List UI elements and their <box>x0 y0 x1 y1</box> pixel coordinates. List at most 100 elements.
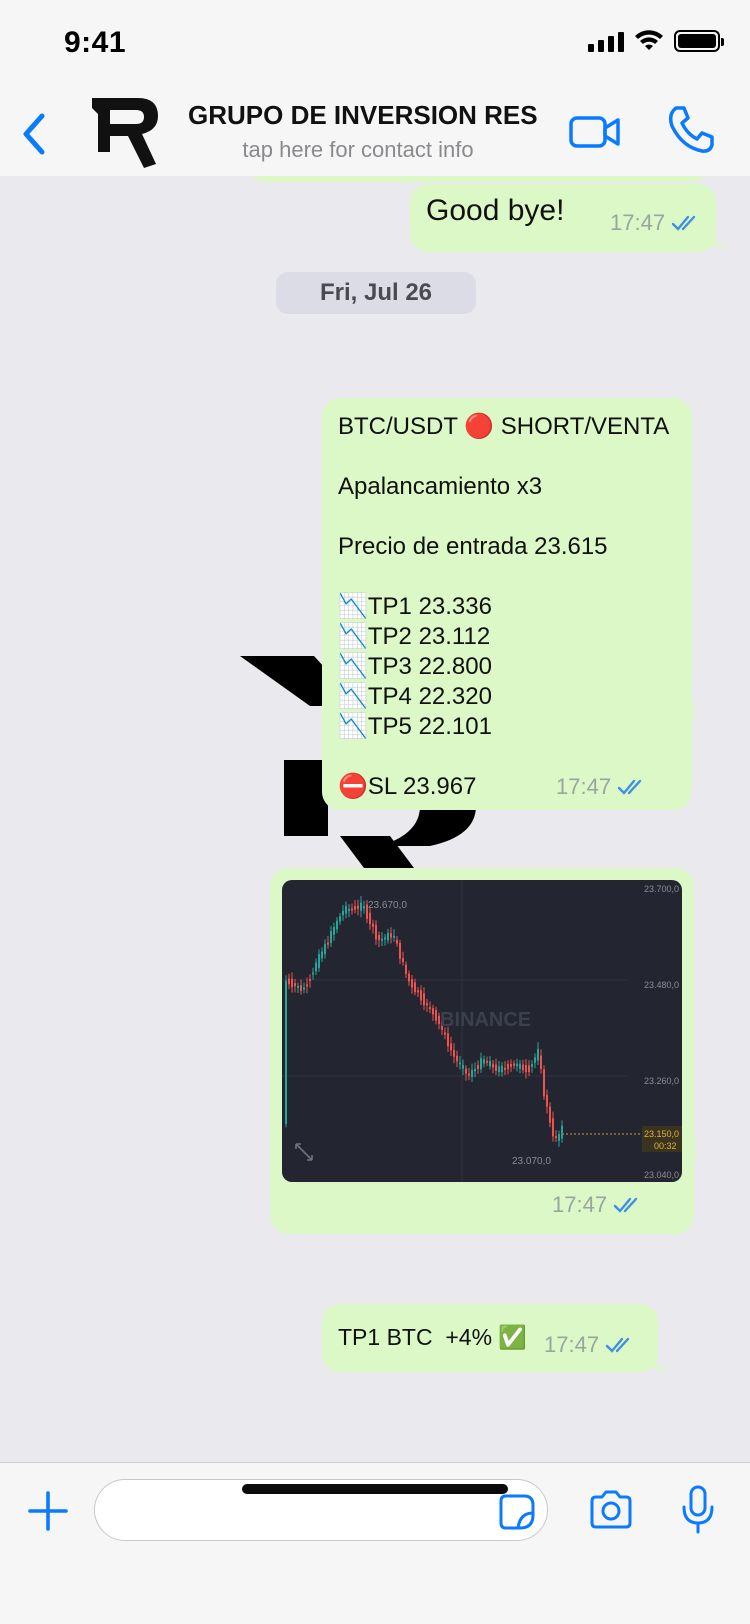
candlestick-chart: BINANCE 23.670,0 23.070,0 23.700,0 23.48… <box>282 880 682 1182</box>
candle-body <box>411 979 413 988</box>
candle-body <box>447 1033 449 1047</box>
message-bubble-goodbye[interactable]: Good bye! 17:47 <box>410 184 728 252</box>
candle-body <box>396 939 398 944</box>
message-text: TP1 BTC +4% ✅ <box>338 1324 528 1350</box>
chart-high-label: 23.670,0 <box>368 900 407 911</box>
read-receipt-icon <box>605 1337 630 1353</box>
back-chevron-icon <box>23 113 45 155</box>
read-receipt-icon <box>617 779 642 795</box>
bubble-tail <box>682 1108 696 1168</box>
chart-watermark: BINANCE <box>440 1009 531 1031</box>
message-bubble-tp1[interactable]: TP1 BTC +4% ✅ 17:47 <box>322 1304 670 1372</box>
signal-line <box>338 502 669 532</box>
candle-body <box>369 912 371 925</box>
candle-body <box>321 951 323 959</box>
camera-icon[interactable] <box>588 1489 634 1531</box>
candle-body <box>453 1050 455 1057</box>
group-avatar[interactable] <box>88 94 166 172</box>
candle-body <box>420 990 422 1001</box>
signal-line: 📉TP1 23.336 <box>338 593 492 620</box>
plus-icon[interactable] <box>26 1489 70 1533</box>
candle-body <box>357 905 359 909</box>
candle-body <box>543 1069 545 1097</box>
candle-body <box>438 1015 440 1024</box>
candle-body <box>426 1003 428 1006</box>
candle-body <box>285 980 287 1124</box>
candle-body <box>375 924 377 940</box>
candle-body <box>504 1067 506 1070</box>
candle-body <box>408 973 410 982</box>
message-timestamp: 17:47 <box>552 1192 643 1218</box>
candle-body <box>528 1065 530 1072</box>
chart-low-label: 23.070,0 <box>512 1156 551 1167</box>
signal-line: 📉TP3 22.800 <box>338 653 492 680</box>
candle-body <box>456 1055 458 1062</box>
candle-body <box>330 930 332 944</box>
candle-body <box>513 1063 515 1066</box>
read-receipt-icon <box>671 215 696 231</box>
chat-messages[interactable]: Good bye! 17:47 Fri, Jul 26 BTC/USDT 🔴 S… <box>0 176 750 1462</box>
trade-signal-text: BTC/USDT 🔴 SHORT/VENTA Apalancamiento x3… <box>338 412 669 802</box>
video-call-icon[interactable] <box>568 106 622 156</box>
candle-body <box>465 1068 467 1074</box>
candle-body <box>363 906 365 909</box>
candle-body <box>525 1065 527 1073</box>
message-timestamp: 17:47 <box>556 774 651 800</box>
candle-body <box>531 1064 533 1067</box>
candle-body <box>507 1063 509 1070</box>
contact-info-hint: tap here for contact info <box>242 137 474 162</box>
candle-body <box>435 1009 437 1021</box>
candle-body <box>342 910 344 916</box>
chat-header[interactable]: GRUPO DE INVERSION RES tap here for cont… <box>0 92 750 177</box>
signal-line: Apalancamiento x3 <box>338 473 543 500</box>
back-button[interactable] <box>14 106 54 162</box>
candle-body <box>294 983 296 987</box>
candle-body <box>480 1058 482 1070</box>
sticker-icon[interactable] <box>498 1493 536 1531</box>
candle-body <box>303 987 305 990</box>
previous-message-bubble[interactable] <box>248 176 708 182</box>
signal-line <box>338 562 669 592</box>
candle-body <box>492 1063 494 1068</box>
message-bubble-chart-image[interactable]: BINANCE 23.670,0 23.070,0 23.700,0 23.48… <box>270 868 694 1234</box>
bubble-tail <box>648 1354 670 1371</box>
candle-body <box>327 942 329 945</box>
candle-body <box>360 902 362 911</box>
candle-body <box>402 958 404 963</box>
signal-line: ⛔SL 23.967 <box>338 773 477 800</box>
expand-icon[interactable] <box>295 1143 313 1161</box>
candle-body <box>381 938 383 941</box>
candle-body <box>324 943 326 955</box>
microphone-icon[interactable] <box>678 1485 718 1535</box>
candle-body <box>495 1064 497 1071</box>
date-separator: Fri, Jul 26 <box>276 272 476 314</box>
candle-body <box>549 1106 551 1123</box>
chat-title-block[interactable]: GRUPO DE INVERSION RES tap here for cont… <box>188 100 538 163</box>
candle-body <box>534 1057 536 1063</box>
candle-body <box>429 1007 431 1010</box>
candle-body <box>546 1094 548 1107</box>
candle-body <box>558 1134 560 1141</box>
price-axis-label: 23.260,0 <box>644 1076 679 1086</box>
bubble-tail <box>706 230 728 247</box>
group-name: GRUPO DE INVERSION RES <box>188 100 538 130</box>
candle-body <box>552 1118 554 1137</box>
btc-chart-image[interactable]: BINANCE 23.670,0 23.070,0 23.700,0 23.48… <box>282 880 682 1182</box>
message-bubble-trade-signal[interactable]: BTC/USDT 🔴 SHORT/VENTA Apalancamiento x3… <box>322 398 692 810</box>
candle-body <box>318 954 320 968</box>
candle-body <box>462 1065 464 1069</box>
cellular-signal-icon <box>588 30 624 52</box>
candle-body <box>291 978 293 988</box>
candle-body <box>309 978 311 981</box>
candle-body <box>417 990 419 993</box>
signal-line: BTC/USDT 🔴 SHORT/VENTA <box>338 413 670 440</box>
candle-body <box>555 1135 557 1138</box>
message-timestamp: 17:47 <box>544 1332 635 1358</box>
candle-body <box>387 932 389 941</box>
phone-icon[interactable] <box>664 102 716 156</box>
candle-body <box>348 908 350 911</box>
signal-line: 📉TP5 22.101 <box>338 713 492 740</box>
price-axis-label: 23.480,0 <box>644 980 679 990</box>
candle-body <box>537 1048 539 1061</box>
signal-line: 📉TP4 22.320 <box>338 683 492 710</box>
